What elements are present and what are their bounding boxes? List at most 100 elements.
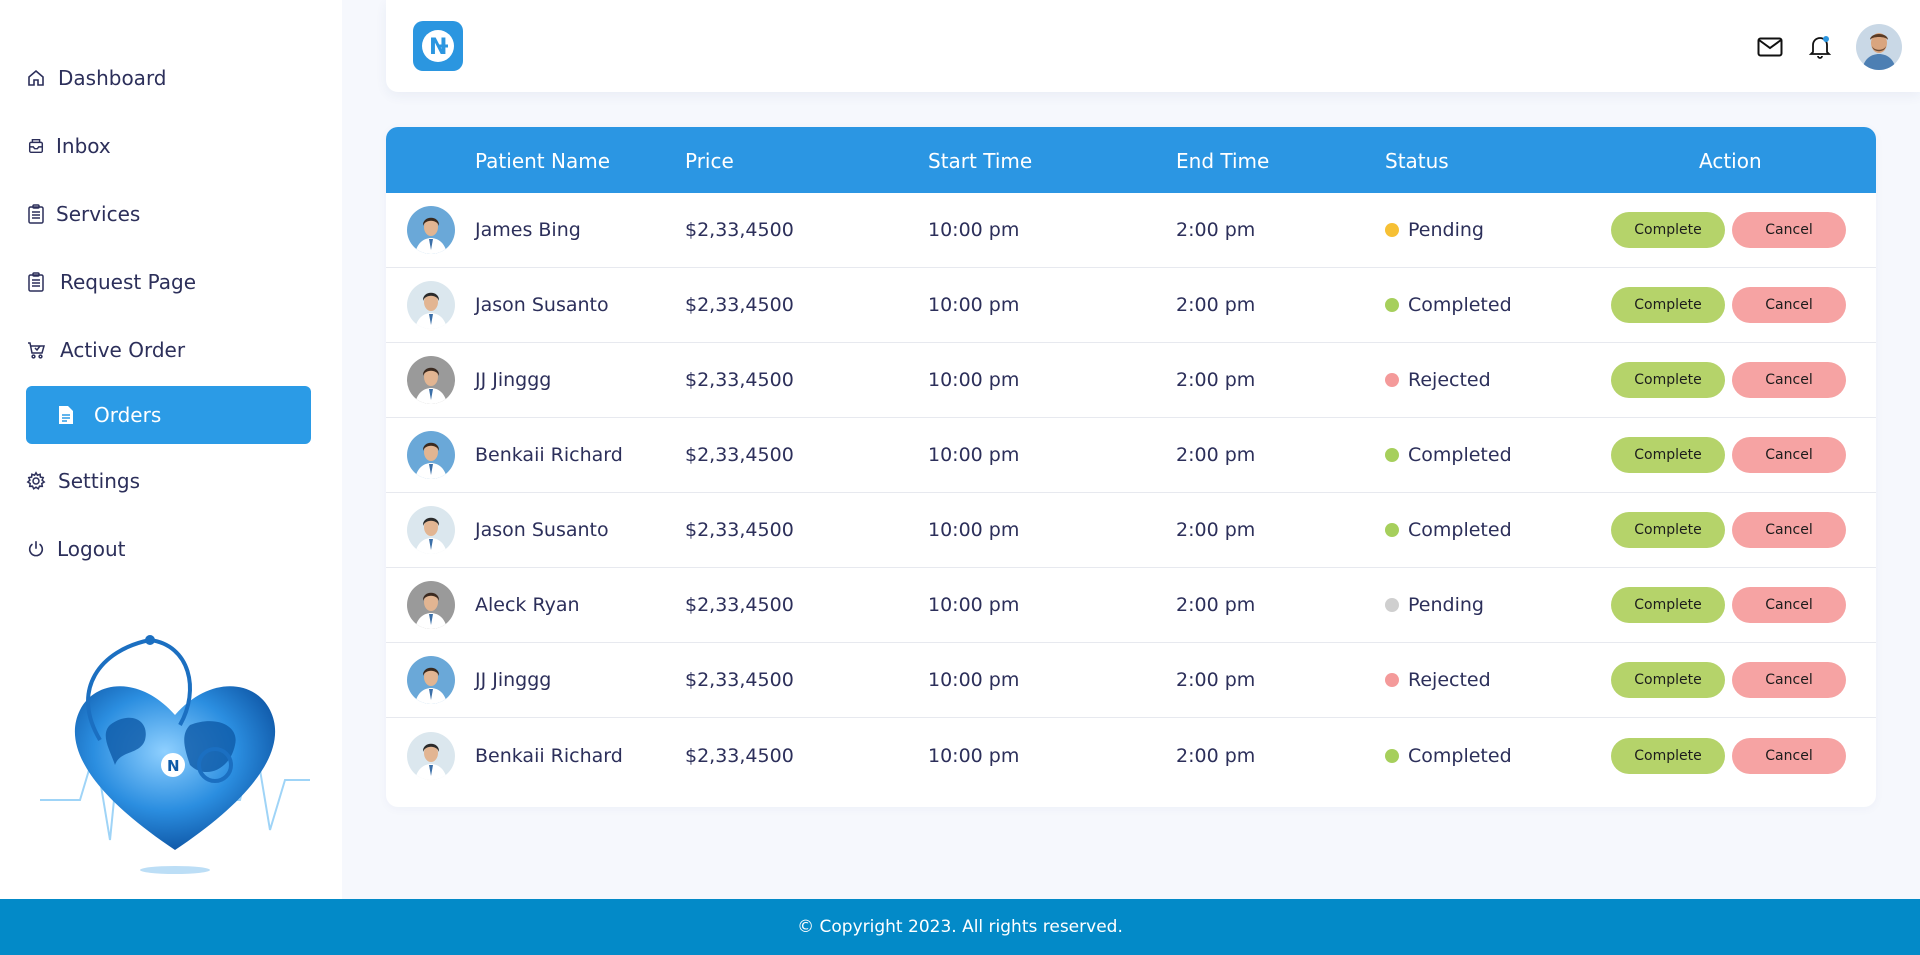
price: $2,33,4500 <box>685 444 794 466</box>
cancel-button[interactable]: Cancel <box>1732 662 1846 698</box>
start-time: 10:00 pm <box>928 744 1020 767</box>
price: $2,33,4500 <box>685 369 794 391</box>
status-label: Rejected <box>1408 669 1491 691</box>
mail-icon[interactable] <box>1756 33 1784 61</box>
svg-text:N: N <box>167 757 180 775</box>
cancel-button[interactable]: Cancel <box>1732 737 1846 774</box>
table-row: JJ Jinggg $2,33,4500 10:00 pm 2:00 pm Reject… <box>386 643 1876 718</box>
price: $2,33,4500 <box>685 519 794 541</box>
bell-icon[interactable] <box>1806 33 1834 61</box>
table-header: Patient Name Price Start Time End Time S… <box>386 127 1876 193</box>
complete-button[interactable]: Complete <box>1611 362 1725 398</box>
table-row: James Bing $2,33,4500 10:00 pm 2:00 pm Pendi… <box>386 193 1876 268</box>
patient-name: JJ Jinggg <box>475 369 552 391</box>
column-header: Patient Name <box>475 149 610 173</box>
status-dot <box>1385 748 1399 763</box>
complete-button[interactable]: Complete <box>1611 212 1725 248</box>
end-time: 2:00 pm <box>1176 744 1256 767</box>
table-row: Jason Susanto $2,33,4500 10:00 pm 2:00 pm Co… <box>386 268 1876 343</box>
user-avatar[interactable] <box>1856 24 1902 70</box>
status-dot <box>1385 448 1399 462</box>
start-time: 10:00 pm <box>928 369 1020 391</box>
heart-globe-illustration: N <box>40 630 310 880</box>
status-dot <box>1385 598 1399 612</box>
status-dot <box>1385 673 1399 687</box>
patient-name: Benkaii Richard <box>475 744 623 767</box>
complete-button[interactable]: Complete <box>1611 512 1725 548</box>
status-dot <box>1385 298 1399 312</box>
status-badge: Completed <box>1385 745 1512 767</box>
sidebar-item-label: Services <box>56 202 141 226</box>
cancel-button[interactable]: Cancel <box>1732 362 1846 398</box>
complete-button[interactable]: Complete <box>1611 662 1725 698</box>
gear-icon <box>26 471 46 491</box>
status-dot <box>1385 223 1399 237</box>
clipboard-icon <box>26 272 46 292</box>
end-time: 2:00 pm <box>1176 369 1256 391</box>
status-label: Rejected <box>1408 369 1491 391</box>
inbox-icon <box>26 136 46 156</box>
complete-button[interactable]: Complete <box>1611 737 1725 774</box>
patient-avatar <box>407 356 455 404</box>
sidebar-item-label: Logout <box>57 537 126 561</box>
sidebar-item-dashboard[interactable]: Dashboard <box>26 49 311 107</box>
table-row: Benkaii Richard $2,33,4500 10:00 pm 2:00 pm… <box>386 418 1876 493</box>
status-badge: Pending <box>1385 219 1484 241</box>
patient-name: Aleck Ryan <box>475 594 580 616</box>
document-icon <box>56 405 76 425</box>
cancel-button[interactable]: Cancel <box>1732 437 1846 473</box>
status-label: Completed <box>1408 444 1512 466</box>
power-icon <box>26 539 46 559</box>
table-row: JJ Jinggg $2,33,4500 10:00 pm 2:00 pm Reject… <box>386 343 1876 418</box>
patient-name: Benkaii Richard <box>475 444 623 466</box>
end-time: 2:00 pm <box>1176 219 1256 241</box>
cancel-button[interactable]: Cancel <box>1732 212 1846 248</box>
price: $2,33,4500 <box>685 594 794 616</box>
sidebar-item-orders[interactable]: Orders <box>26 386 311 444</box>
end-time: 2:00 pm <box>1176 444 1256 466</box>
start-time: 10:00 pm <box>928 444 1020 466</box>
status-badge: Completed <box>1385 294 1512 316</box>
sidebar-item-label: Request Page <box>60 270 197 294</box>
sidebar-item-label: Dashboard <box>58 66 167 90</box>
sidebar-item-services[interactable]: Services <box>26 185 311 243</box>
top-header: N <box>386 0 1920 92</box>
cancel-button[interactable]: Cancel <box>1732 287 1846 323</box>
end-time: 2:00 pm <box>1176 669 1256 691</box>
sidebar-item-logout[interactable]: Logout <box>26 520 311 578</box>
status-label: Completed <box>1408 519 1512 541</box>
status-dot <box>1385 523 1399 537</box>
sidebar-item-active-order[interactable]: Active Order <box>26 321 311 379</box>
status-label: Completed <box>1408 294 1512 316</box>
cancel-button[interactable]: Cancel <box>1732 587 1846 623</box>
status-badge: Pending <box>1385 594 1484 616</box>
patient-avatar <box>407 281 455 329</box>
status-label: Pending <box>1408 594 1484 616</box>
start-time: 10:00 pm <box>928 594 1020 616</box>
price: $2,33,4500 <box>685 294 794 316</box>
complete-button[interactable]: Complete <box>1611 287 1725 323</box>
start-time: 10:00 pm <box>928 294 1020 316</box>
svg-text:N: N <box>429 35 447 60</box>
status-badge: Rejected <box>1385 669 1491 691</box>
patient-avatar <box>407 506 455 554</box>
sidebar: Dashboard Inbox Services Request Page Ac… <box>0 0 342 899</box>
end-time: 2:00 pm <box>1176 294 1256 316</box>
status-badge: Completed <box>1385 519 1512 541</box>
status-badge: Rejected <box>1385 369 1491 391</box>
end-time: 2:00 pm <box>1176 519 1256 541</box>
complete-button[interactable]: Complete <box>1611 437 1725 473</box>
sidebar-item-inbox[interactable]: Inbox <box>26 117 311 175</box>
column-header: Start Time <box>928 149 1033 173</box>
copyright-text: © Copyright 2023. All rights reserved. <box>797 917 1123 937</box>
cancel-button[interactable]: Cancel <box>1732 512 1846 548</box>
price: $2,33,4500 <box>685 219 794 241</box>
status-dot <box>1385 373 1399 387</box>
complete-button[interactable]: Complete <box>1611 587 1725 623</box>
cart-icon <box>26 340 46 360</box>
app-logo[interactable]: N <box>413 21 463 71</box>
sidebar-item-request-page[interactable]: Request Page <box>26 253 311 311</box>
column-header: End Time <box>1176 149 1270 173</box>
patient-avatar <box>407 731 455 780</box>
sidebar-item-settings[interactable]: Settings <box>26 452 311 510</box>
